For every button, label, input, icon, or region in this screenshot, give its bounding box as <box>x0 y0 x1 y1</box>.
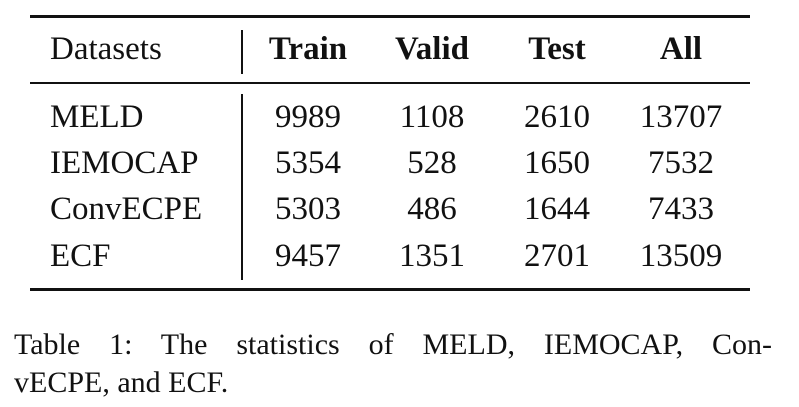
mid-rule <box>30 82 750 84</box>
body-divider <box>241 94 243 280</box>
data-cell: 2701 <box>524 238 590 274</box>
header-divider <box>241 30 243 74</box>
row-label: MELD <box>50 99 144 135</box>
data-cell: 7532 <box>648 145 714 181</box>
header-cell: All <box>659 31 703 67</box>
data-cell: 1108 <box>399 99 465 135</box>
caption-line: vECPE, and ECF. <box>14 366 229 399</box>
data-cell: 528 <box>407 145 457 181</box>
data-cell: 1351 <box>399 238 465 274</box>
data-cell: 13707 <box>639 99 723 135</box>
data-cell: 2610 <box>524 99 590 135</box>
data-cell: 486 <box>407 191 457 227</box>
row-label: ECF <box>50 238 111 274</box>
data-cell: 7433 <box>648 191 714 227</box>
row-label: ConvECPE <box>50 191 203 227</box>
data-cell: 5303 <box>275 191 341 227</box>
data-cell: 1650 <box>524 145 590 181</box>
row-label: IEMOCAP <box>50 145 199 181</box>
bottom-rule <box>30 288 750 291</box>
header-cell: Datasets <box>50 31 162 67</box>
header-cell: Valid <box>395 31 469 67</box>
data-cell: 5354 <box>275 145 341 181</box>
header-cell: Test <box>528 31 586 67</box>
caption-line: Table 1: The statistics of MELD, IEMOCAP… <box>14 328 772 361</box>
top-rule <box>30 15 750 18</box>
data-cell: 1644 <box>524 191 590 227</box>
header-cell: Train <box>268 31 348 67</box>
data-cell: 9989 <box>275 99 341 135</box>
data-cell: 13509 <box>639 238 723 274</box>
data-cell: 9457 <box>275 238 341 274</box>
